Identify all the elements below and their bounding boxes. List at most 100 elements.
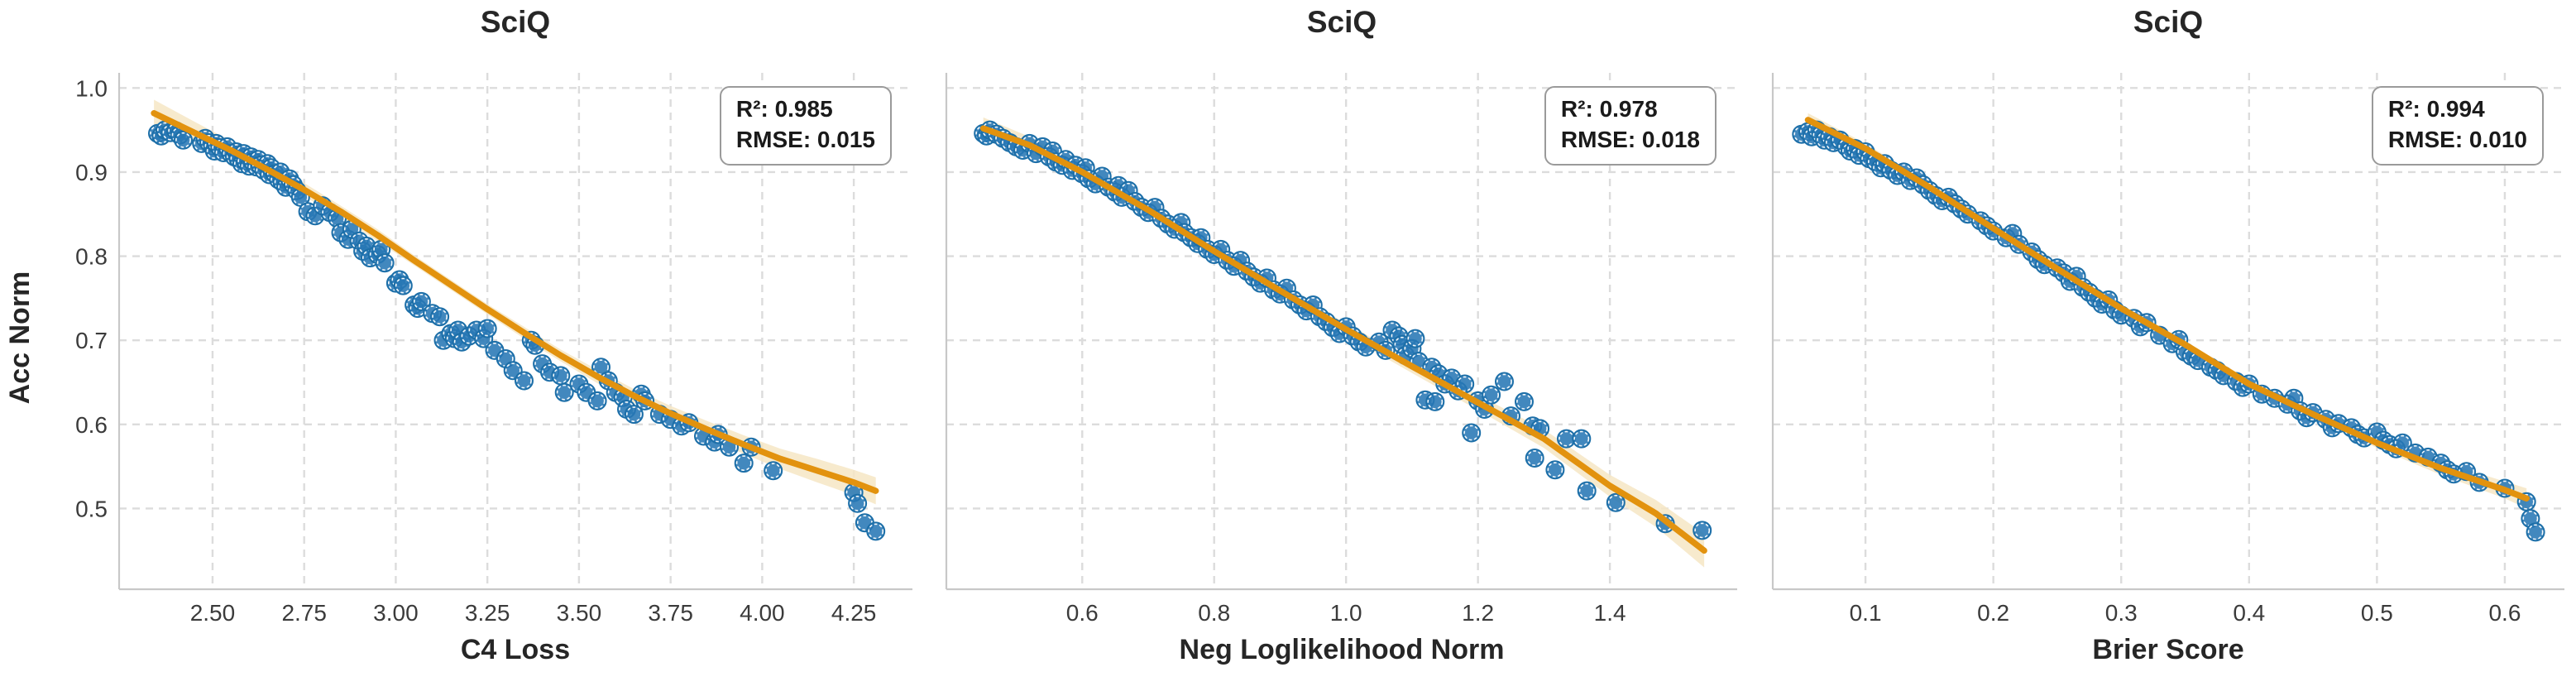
panel2-stats-box: R²: 0.978 RMSE: 0.018: [1544, 86, 1717, 166]
x-tick-label: 0.5: [2361, 600, 2393, 626]
scatter-point-dashed-ring: [2527, 524, 2544, 540]
scatter-point: [848, 493, 868, 513]
panel1-rmse-value: RMSE: 0.015: [735, 126, 875, 152]
scatter-point: [734, 454, 754, 473]
y-axis-label: Acc Norm: [4, 271, 36, 405]
scatter-point: [1577, 481, 1597, 501]
scatter-point: [1495, 372, 1514, 391]
scatter-point-dashed-ring: [868, 523, 884, 540]
panel1-r2-value: R²: 0.985: [735, 96, 833, 122]
x-tick-label: 0.6: [1066, 600, 1099, 626]
trend-line: [1804, 117, 2530, 502]
scatter-point-dashed-ring: [735, 455, 752, 472]
scatter-point-dashed-ring: [626, 406, 642, 423]
scatter-point: [1462, 423, 1482, 443]
scatter-point-dashed-ring: [1526, 450, 1543, 466]
scatter-point: [411, 291, 431, 311]
scatter-point: [1693, 521, 1712, 540]
x-tick-label: 0.2: [1977, 600, 2009, 626]
scatter-point-dashed-ring: [1483, 386, 1500, 403]
panel1-title: SciQ: [480, 5, 551, 39]
scatter-point-dashed-ring: [765, 463, 782, 479]
x-tick-label: 1.4: [1594, 600, 1626, 626]
scatter-point-dashed-ring: [1516, 393, 1532, 410]
x-tick-label: 1.0: [1330, 600, 1362, 626]
scatter-point: [1515, 391, 1534, 411]
panel2-r2-value: R²: 0.978: [1560, 96, 1658, 122]
panel3-x-axis-label: Brier Score: [2092, 634, 2244, 665]
x-tick-label: 4.00: [740, 600, 785, 626]
x-tick-label: 3.75: [648, 600, 693, 626]
scatter-point-dashed-ring: [413, 293, 429, 310]
scatter-point-dashed-ring: [2518, 493, 2535, 510]
scatter-point-dashed-ring: [505, 362, 521, 379]
scatter-point-dashed-ring: [516, 372, 532, 389]
scatter-point-dashed-ring: [1427, 393, 1444, 410]
x-tick-label: 4.25: [831, 600, 877, 626]
x-tick-label: 0.1: [1850, 600, 1882, 626]
y-tick-label: 0.5: [75, 496, 108, 521]
scatter-point-dashed-ring: [1496, 373, 1512, 390]
scatter-point: [1525, 449, 1544, 468]
scatter-point-dashed-ring: [395, 277, 411, 294]
scatter-point-dashed-ring: [2138, 314, 2155, 331]
y-tick-label: 0.8: [75, 244, 108, 270]
scatter-point-dashed-ring: [1463, 425, 1480, 441]
x-tick-label: 0.8: [1198, 600, 1230, 626]
scatter-point: [551, 366, 571, 386]
scatter-point-dashed-ring: [1694, 522, 1711, 539]
scatter-point-dashed-ring: [1457, 376, 1473, 392]
panel2-x-axis-label: Neg Loglikelihood Norm: [1179, 634, 1505, 665]
x-tick-label: 3.00: [373, 600, 419, 626]
x-tick-label: 0.4: [2233, 600, 2265, 626]
scatter-point: [587, 391, 607, 410]
scatter-point: [764, 461, 783, 481]
scatter-point-dashed-ring: [1547, 462, 1563, 478]
x-tick-label: 1.2: [1462, 600, 1494, 626]
x-tick-label: 2.75: [281, 600, 327, 626]
scatter-point-dashed-ring: [1578, 482, 1595, 499]
scatter-point: [2526, 522, 2545, 542]
y-tick-label: 0.7: [75, 328, 108, 353]
scatter-point: [477, 319, 497, 338]
scatter-point-dashed-ring: [850, 495, 866, 511]
scatter-point: [1606, 492, 1626, 512]
trend-line: [979, 125, 1707, 554]
scatter-point: [1572, 429, 1592, 449]
trend-line: [151, 110, 879, 494]
scatter-point-dashed-ring: [556, 384, 572, 401]
scatter-point: [515, 371, 534, 391]
scatter-point: [1482, 385, 1501, 405]
x-tick-label: 3.50: [557, 600, 602, 626]
scatter-point-dashed-ring: [376, 255, 393, 271]
y-tick-label: 0.6: [75, 412, 108, 438]
scatter-point: [554, 382, 574, 402]
scatter-point: [430, 307, 450, 327]
scatter-point-dashed-ring: [175, 132, 191, 148]
scatter-point: [1425, 391, 1445, 411]
scatter-point-dashed-ring: [1573, 430, 1590, 447]
panel2-title: SciQ: [1306, 5, 1377, 39]
panel1-x-axis-label: C4 Loss: [460, 634, 571, 665]
scatter-point-dashed-ring: [1407, 330, 1424, 347]
panel1-stats-box: R²: 0.985 RMSE: 0.015: [719, 86, 892, 166]
scatter-point: [1405, 329, 1425, 348]
x-tick-label: 0.3: [2105, 600, 2138, 626]
y-tick-label: 1.0: [75, 75, 108, 101]
x-tick-label: 3.25: [465, 600, 510, 626]
scatter-point-dashed-ring: [1607, 494, 1624, 511]
scatter-point: [866, 521, 886, 541]
panel2-rmse-value: RMSE: 0.018: [1560, 126, 1700, 152]
x-tick-label: 2.50: [190, 600, 236, 626]
scatter-point-dashed-ring: [479, 320, 496, 337]
panel3-rmse-value: RMSE: 0.010: [2387, 126, 2527, 152]
panel3-r2-value: R²: 0.994: [2387, 96, 2485, 122]
scatter-point-dashed-ring: [589, 392, 606, 409]
scatter-point-dashed-ring: [432, 309, 448, 325]
x-tick-label: 0.6: [2488, 600, 2521, 626]
scatter-point: [624, 405, 644, 425]
scatter-point-dashed-ring: [553, 367, 569, 384]
scatter-point: [375, 253, 395, 273]
